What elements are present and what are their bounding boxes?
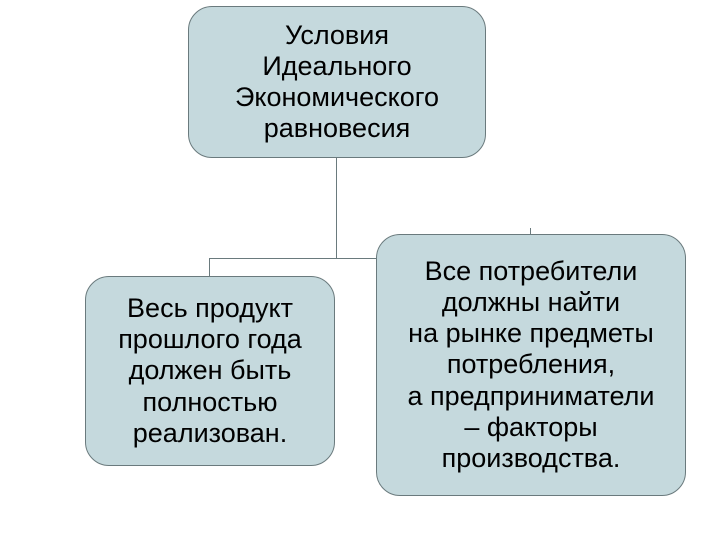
node-left: Весь продукт прошлого года должен быть п… — [85, 276, 335, 466]
connector-vertical-main — [336, 158, 337, 258]
node-root-text: Условия Идеального Экономического равнов… — [235, 20, 439, 144]
node-right: Все потребители должны найти на рынке пр… — [376, 234, 686, 496]
node-root: Условия Идеального Экономического равнов… — [188, 6, 486, 158]
node-left-text: Весь продукт прошлого года должен быть п… — [118, 293, 302, 448]
connector-vertical-left — [209, 258, 210, 276]
node-right-text: Все потребители должны найти на рынке пр… — [407, 256, 654, 473]
